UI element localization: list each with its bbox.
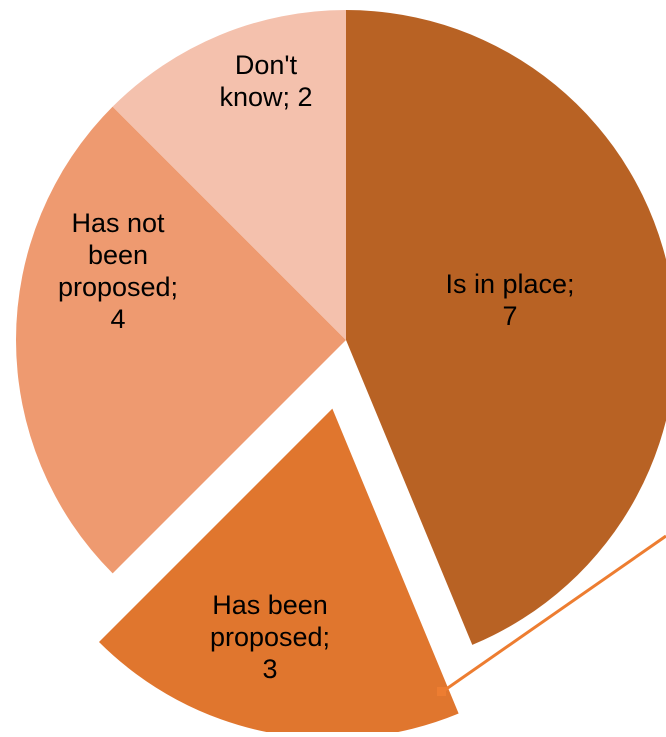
leader-lines: [437, 534, 666, 696]
leader-line-has-been-proposed: [441, 534, 666, 694]
slice-label-line: 4: [110, 304, 125, 334]
slice-label-has-not-been-proposed: Has not been proposed; 4: [58, 208, 178, 334]
slice-label-line: been: [88, 240, 148, 270]
leader-line-marker: [437, 687, 446, 696]
pie-slice-don-t-know: [112, 10, 347, 340]
slice-label-line: Is in place;: [445, 269, 574, 299]
pie-slices: [16, 10, 666, 737]
pie-slice-has-been-proposed: [98, 408, 459, 737]
pie-slice-has-not-been-proposed: [16, 106, 346, 574]
slice-label-line: proposed;: [58, 272, 178, 302]
slice-label-line: Has been: [212, 590, 328, 620]
slice-label-line: proposed;: [210, 622, 330, 652]
slice-label-line: know; 2: [219, 82, 312, 112]
slice-label-is-in-place: Is in place; 7: [445, 269, 574, 331]
slice-label-don-t-know: Don't know; 2: [219, 50, 312, 112]
slice-label-line: 3: [262, 654, 277, 684]
slice-label-has-been-proposed: Has been proposed; 3: [210, 590, 330, 684]
slice-label-line: Don't: [235, 50, 298, 80]
pie-slice-is-in-place: [346, 10, 666, 645]
slice-label-line: 7: [502, 301, 517, 331]
slice-label-line: Has not: [71, 208, 165, 238]
